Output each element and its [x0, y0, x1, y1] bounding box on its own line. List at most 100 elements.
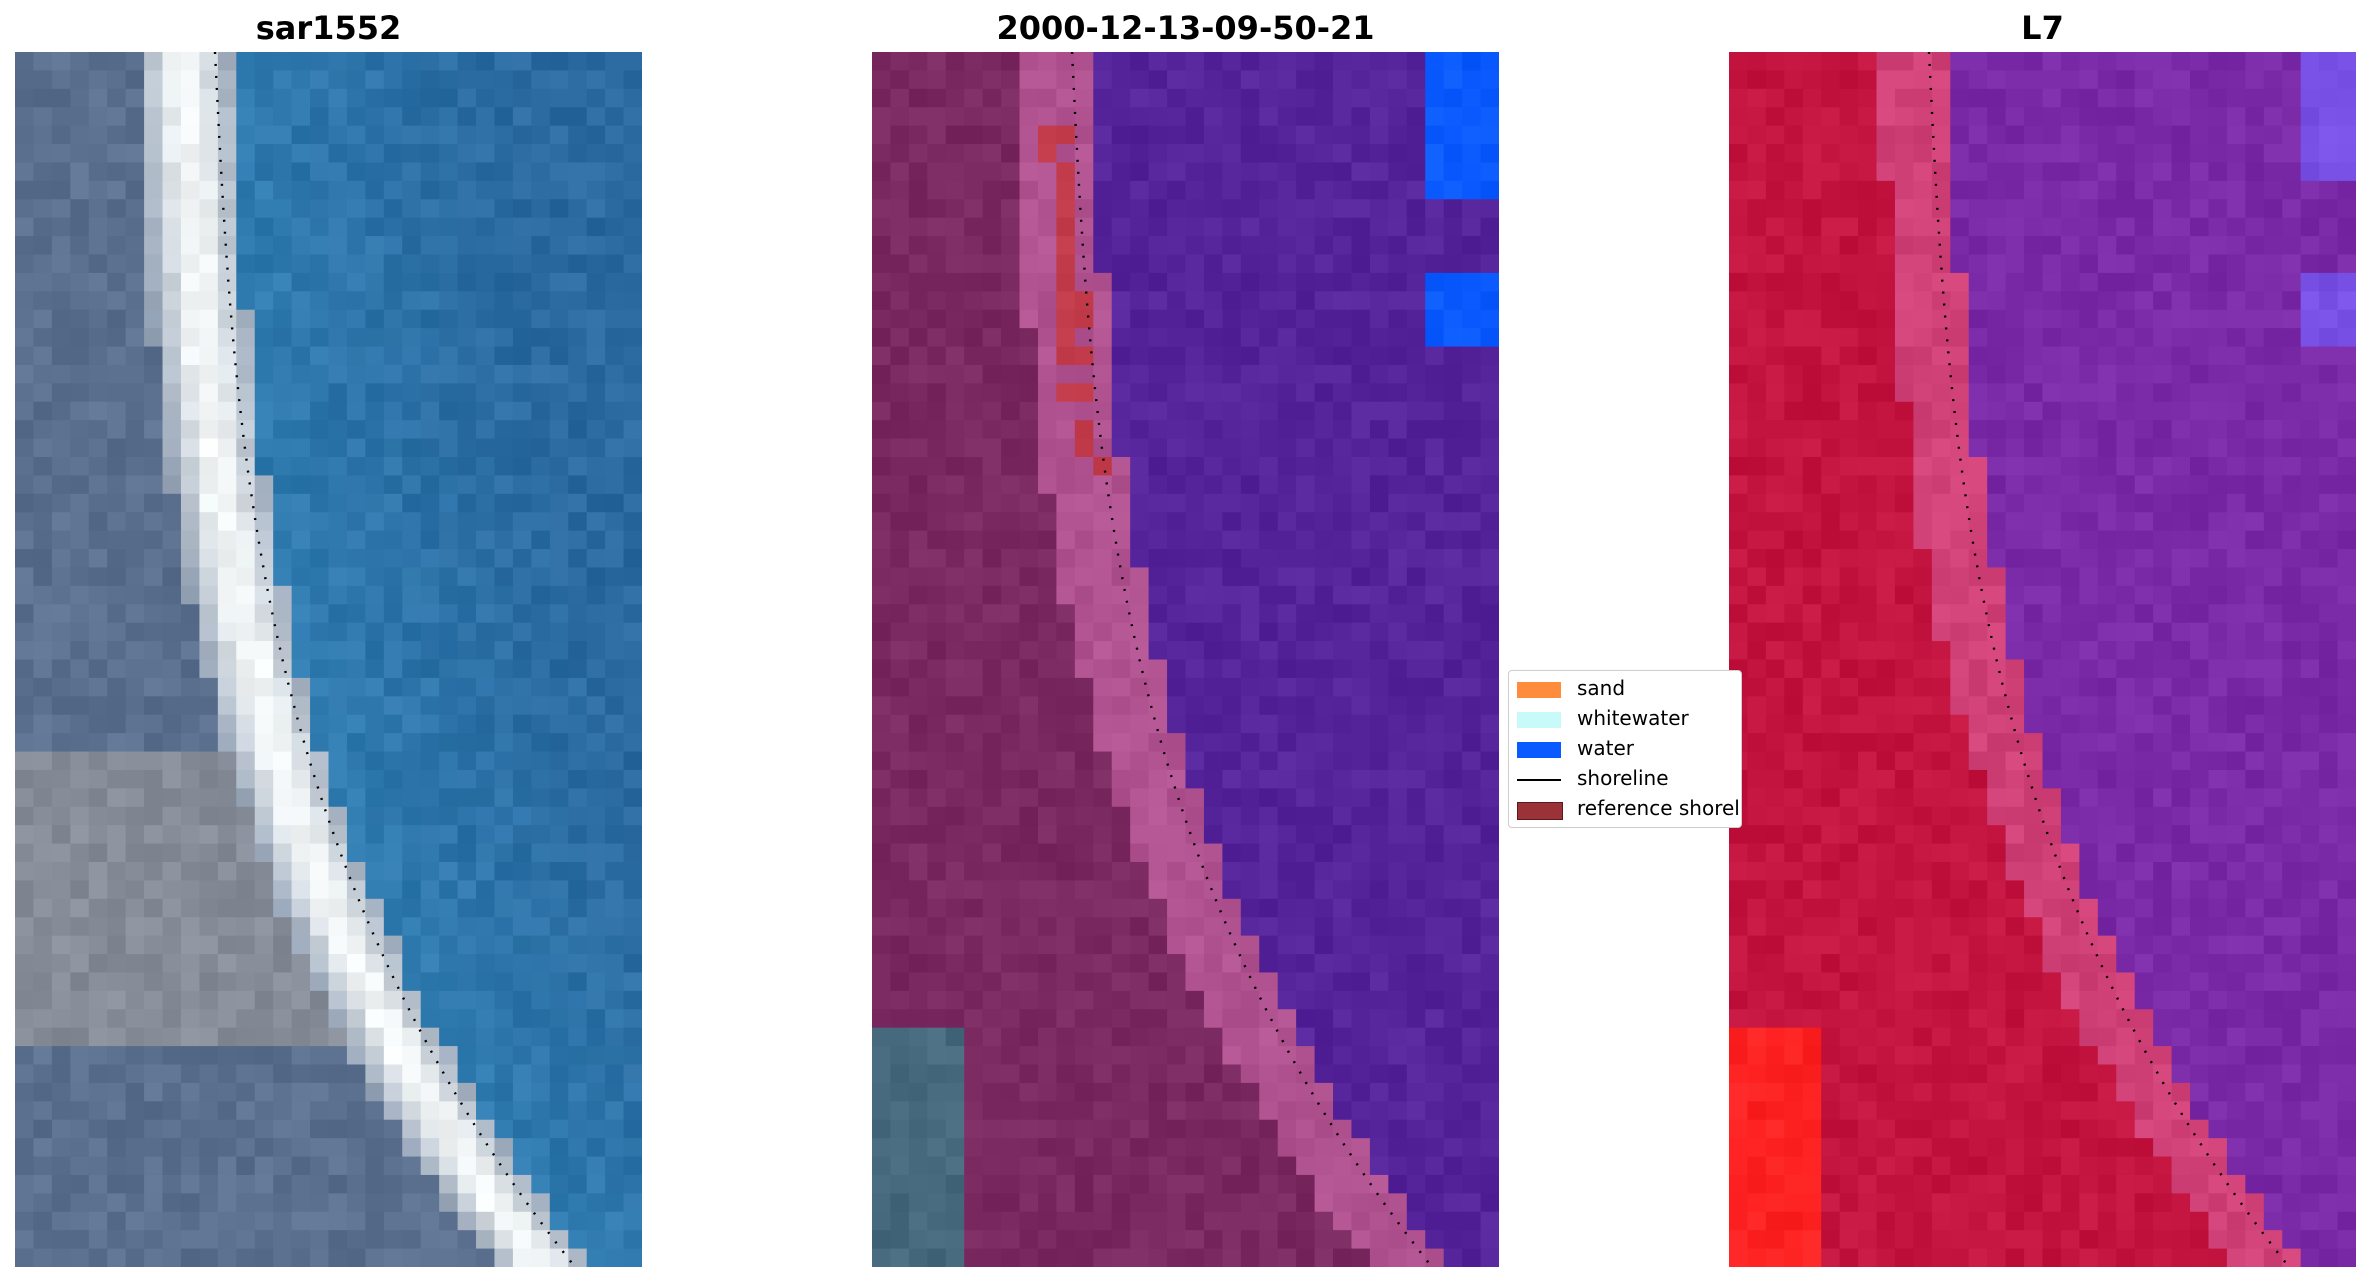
image-pixel: [439, 107, 459, 127]
image-pixel: [872, 364, 892, 384]
image-pixel: [457, 990, 477, 1010]
image-pixel: [494, 862, 514, 882]
image-pixel: [2319, 144, 2339, 164]
image-pixel: [439, 309, 459, 329]
image-pixel: [51, 512, 71, 532]
image-pixel: [70, 714, 90, 734]
image-pixel: [1950, 107, 1970, 127]
image-pixel: [549, 107, 569, 127]
image-pixel: [2097, 70, 2117, 90]
image-pixel: [1074, 401, 1094, 421]
image-pixel: [1333, 696, 1353, 716]
image-pixel: [383, 52, 403, 72]
image-pixel: [107, 438, 127, 458]
image-pixel: [1369, 769, 1389, 789]
image-pixel: [605, 843, 625, 863]
image-pixel: [1314, 604, 1334, 624]
image-pixel: [1314, 954, 1334, 974]
image-pixel: [2319, 180, 2339, 200]
image-pixel: [1369, 659, 1389, 679]
image-pixel: [15, 420, 35, 440]
image-pixel: [982, 125, 1002, 145]
image-pixel: [383, 972, 403, 992]
image-pixel: [1222, 843, 1242, 863]
image-pixel: [1333, 1119, 1353, 1139]
image-pixel: [927, 898, 947, 918]
image-pixel: [1425, 1230, 1445, 1250]
image-pixel: [420, 585, 440, 605]
image-pixel: [180, 917, 201, 937]
image-pixel: [927, 236, 947, 256]
image-pixel: [531, 917, 551, 937]
image-pixel: [420, 641, 440, 661]
image-pixel: [1425, 420, 1445, 440]
image-pixel: [310, 954, 330, 974]
image-pixel: [1443, 180, 1463, 200]
image-pixel: [1406, 70, 1426, 90]
image-pixel: [1480, 291, 1499, 311]
image-pixel: [457, 346, 477, 366]
image-pixel: [180, 364, 201, 384]
image-pixel: [1369, 1009, 1389, 1029]
image-pixel: [33, 1046, 53, 1066]
image-pixel: [1333, 1009, 1353, 1029]
image-pixel: [1480, 70, 1499, 90]
image-pixel: [1425, 512, 1445, 532]
image-pixel: [1443, 144, 1463, 164]
image-pixel: [512, 1193, 532, 1213]
image-pixel: [2134, 217, 2154, 237]
image-pixel: [1443, 107, 1463, 127]
image-pixel: [1462, 585, 1482, 605]
image-pixel: [420, 328, 440, 348]
image-pixel: [908, 107, 928, 127]
image-pixel: [199, 438, 219, 458]
image-pixel: [927, 567, 947, 587]
image-pixel: [1425, 954, 1445, 974]
image-pixel: [1203, 364, 1223, 384]
image-pixel: [1222, 217, 1242, 237]
image-pixel: [1185, 843, 1205, 863]
image-pixel: [420, 1248, 440, 1267]
image-pixel: [365, 364, 385, 384]
image-pixel: [1019, 549, 1039, 569]
image-pixel: [890, 52, 910, 72]
image-pixel: [1037, 751, 1058, 771]
image-pixel: [365, 1009, 385, 1029]
image-pixel: [476, 825, 496, 845]
image-pixel: [927, 512, 947, 532]
image-pixel: [890, 549, 910, 569]
image-pixel: [1425, 254, 1445, 274]
image-pixel: [1185, 309, 1205, 329]
image-pixel: [586, 567, 606, 587]
image-pixel: [1019, 806, 1039, 826]
image-pixel: [107, 364, 127, 384]
image-pixel: [273, 549, 293, 569]
image-pixel: [1056, 1027, 1076, 1047]
image-pixel: [1130, 401, 1150, 421]
image-pixel: [291, 585, 311, 605]
image-pixel: [1185, 144, 1205, 164]
image-pixel: [2300, 180, 2320, 200]
image-pixel: [254, 604, 274, 624]
image-pixel: [1480, 659, 1499, 679]
image-pixel: [1074, 512, 1094, 532]
image-pixel: [1203, 714, 1223, 734]
image-pixel: [1406, 990, 1426, 1010]
image-pixel: [1858, 291, 1878, 311]
image-pixel: [365, 954, 385, 974]
image-pixel: [2153, 88, 2173, 108]
image-pixel: [586, 236, 606, 256]
image-pixel: [1148, 217, 1168, 237]
image-pixel: [1876, 254, 1896, 274]
image-pixel: [2171, 199, 2191, 219]
image-pixel: [2097, 309, 2117, 329]
image-pixel: [310, 88, 330, 108]
image-pixel: [623, 641, 642, 661]
image-pixel: [623, 291, 642, 311]
image-pixel: [2190, 52, 2210, 72]
image-pixel: [1443, 677, 1463, 697]
image-pixel: [945, 1064, 965, 1084]
image-pixel: [927, 1248, 947, 1267]
image-pixel: [623, 420, 642, 440]
image-pixel: [568, 52, 588, 72]
